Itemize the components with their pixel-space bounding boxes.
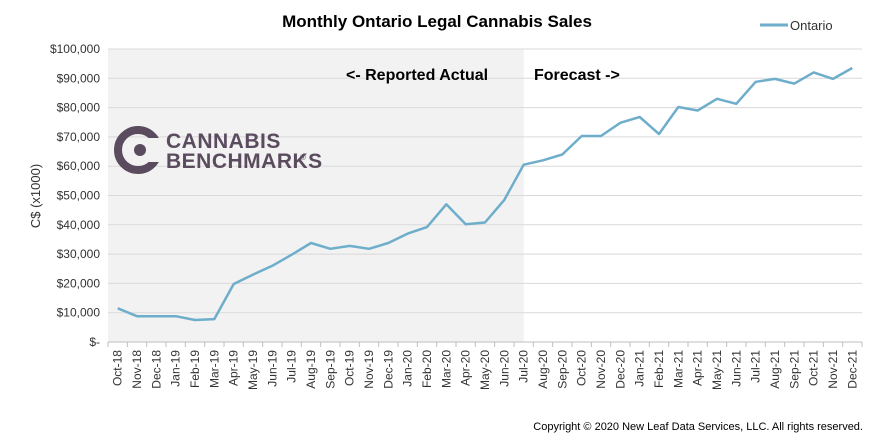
x-tick-label: Aug-19: [304, 350, 318, 389]
x-tick-label: May-19: [246, 350, 260, 390]
x-tick-label: Oct-19: [343, 350, 357, 386]
logo-line-1: CANNABIS: [166, 130, 281, 153]
x-tick-label: Jun-21: [729, 350, 743, 387]
x-tick-label: Aug-20: [536, 350, 550, 389]
x-tick-label: May-21: [710, 350, 724, 390]
series-line-ontario: [117, 66, 853, 322]
y-tick-label: $80,000: [57, 101, 101, 115]
legend: Ontario: [760, 18, 833, 33]
y-tick-label: $90,000: [57, 71, 101, 85]
x-tick-label: Sep-20: [555, 350, 569, 389]
cannabis-benchmarks-logo: CANNABIS BENCHMARKS ®: [114, 126, 323, 174]
x-tick-label: Nov-18: [130, 350, 144, 389]
x-tick-label: Nov-20: [594, 350, 608, 389]
x-tick-label: Apr-19: [227, 350, 241, 386]
x-tick-label: Aug-21: [768, 350, 782, 389]
y-tick-label: $60,000: [57, 159, 101, 173]
x-tick-label: Apr-21: [691, 350, 705, 386]
y-tick-label: $40,000: [57, 218, 101, 232]
logo-mark-icon: [114, 126, 164, 174]
x-tick-label: May-20: [478, 350, 492, 390]
x-tick-label: Oct-21: [807, 350, 821, 386]
copyright-notice: Copyright © 2020 New Leaf Data Services,…: [533, 421, 863, 433]
y-tick-label: $-: [89, 335, 100, 349]
x-tick-label: Nov-21: [826, 350, 840, 389]
legend-label-ontario: Ontario: [790, 18, 833, 33]
x-tick-label: Oct-18: [111, 350, 125, 386]
x-tick-label: Dec-19: [381, 350, 395, 389]
x-tick-label: Dec-18: [149, 350, 163, 389]
x-tick-label: Feb-19: [188, 350, 202, 388]
y-tick-label: $50,000: [57, 189, 101, 203]
logo-registered-mark: ®: [300, 153, 306, 162]
x-tick-label: Mar-21: [671, 350, 685, 388]
x-tick-label: Sep-21: [787, 350, 801, 389]
x-tick-label: Oct-20: [575, 350, 589, 386]
x-tick-label: Jan-21: [633, 350, 647, 387]
x-tick-label: Jun-20: [497, 350, 511, 387]
logo-line-2: BENCHMARKS: [166, 150, 323, 173]
x-tick-label: Nov-19: [362, 350, 376, 389]
x-axis-ticks: Oct-18 Nov-18 Dec-18 Jan-19 Feb-19 Mar-19 Apr-…: [107, 342, 863, 390]
x-tick-label: Jun-19: [265, 350, 279, 387]
x-tick-label: Jul-21: [749, 350, 763, 383]
y-tick-label: $100,000: [50, 42, 100, 56]
x-tick-label: Jan-20: [401, 350, 415, 387]
x-tick-label: Jul-20: [517, 350, 531, 383]
x-tick-label: Feb-21: [652, 350, 666, 388]
chart-title: Monthly Ontario Legal Cannabis Sales: [282, 12, 592, 31]
x-tick-label: Mar-19: [207, 350, 221, 388]
x-tick-label: Dec-21: [845, 350, 859, 389]
x-tick-label: Dec-20: [613, 350, 627, 389]
x-tick-label: Mar-20: [439, 350, 453, 388]
x-tick-label: Sep-19: [323, 350, 337, 389]
x-tick-label: Jul-19: [285, 350, 299, 383]
x-tick-label: Apr-20: [459, 350, 473, 386]
y-tick-label: $10,000: [57, 306, 101, 320]
reported-actual-annotation: <- Reported Actual: [346, 67, 488, 84]
x-tick-label: Jan-19: [169, 350, 183, 387]
y-tick-label: $30,000: [57, 247, 101, 261]
gridlines: [108, 48, 862, 314]
forecast-annotation: Forecast ->: [534, 67, 620, 84]
y-axis-ticks: $- $10,000 $20,000 $30,000 $40,000 $50,000 $60…: [50, 42, 100, 349]
y-axis-label: C$ (x1000): [28, 164, 43, 228]
x-tick-label: Feb-20: [420, 350, 434, 388]
y-tick-label: $20,000: [57, 276, 101, 290]
y-tick-label: $70,000: [57, 130, 101, 144]
series-ontario: [117, 66, 853, 322]
